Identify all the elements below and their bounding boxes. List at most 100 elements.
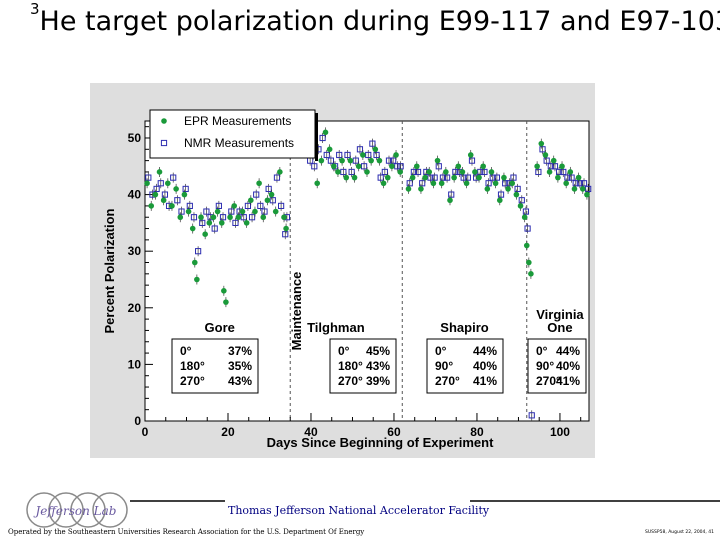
x-tick-label: 40 — [304, 425, 318, 439]
epr-point-6 — [169, 203, 175, 209]
nmr-point-28 — [265, 185, 272, 193]
axis-ticks: 0 20 40 60 80 100 0 10 20 30 40 50 — [128, 126, 582, 439]
epr-point-15 — [202, 231, 208, 238]
epr-point-89 — [526, 259, 532, 266]
epr-point-94 — [546, 169, 553, 175]
nmr-point-67 — [448, 191, 455, 198]
epr-point-43 — [335, 169, 341, 175]
jefferson-lab-logo: Jefferson Lab — [14, 490, 139, 530]
x-tick-label: 20 — [221, 425, 235, 439]
epr-point-26 — [243, 220, 250, 226]
nmr-point-4 — [161, 191, 169, 198]
nmr-point-14 — [203, 208, 210, 215]
nmr-point-52 — [381, 168, 388, 176]
nmr-point-19 — [228, 208, 235, 215]
epr-point-45 — [343, 174, 350, 181]
epr-point-58 — [397, 169, 403, 175]
epr-point-95 — [550, 157, 557, 164]
data-points — [144, 127, 592, 421]
epr-point-82 — [501, 174, 507, 181]
epr-point-23 — [231, 203, 238, 209]
region-0: Gore 0°180°270° 37%35%43% — [171, 320, 259, 394]
epr-point-93 — [542, 152, 549, 158]
nmr-point-54 — [390, 157, 397, 164]
nmr-point-27 — [261, 208, 268, 215]
epr-point-20 — [221, 288, 227, 294]
nmr-point-93 — [556, 168, 563, 176]
region-angle: 90° — [435, 359, 453, 373]
region-2: Shapiro 0°90°270° 44%40%41% — [426, 320, 504, 394]
region-box — [426, 338, 504, 394]
epr-point-88 — [523, 242, 530, 249]
epr-point-1 — [148, 203, 155, 209]
footer-divider-left — [130, 500, 225, 502]
nmr-point-70 — [460, 174, 467, 181]
epr-point-76 — [476, 174, 482, 181]
region-angle: 270° — [536, 374, 561, 388]
nmr-point-57 — [406, 180, 413, 187]
epr-point-42 — [331, 163, 337, 170]
epr-point-66 — [434, 157, 441, 164]
epr-point-64 — [426, 169, 433, 175]
legend-nmr-label: NMR Measurements — [184, 136, 294, 150]
region-name: Virginia — [536, 307, 584, 322]
epr-point-48 — [355, 163, 362, 170]
nmr-point-24 — [248, 214, 256, 221]
epr-point-11 — [189, 225, 196, 232]
legend-nmr-marker — [160, 139, 168, 147]
epr-point-85 — [513, 191, 520, 198]
nmr-point-6 — [170, 174, 177, 181]
epr-point-7 — [173, 186, 179, 192]
region-polarization: 37% — [228, 344, 252, 358]
epr-point-71 — [455, 163, 462, 170]
nmr-point-89 — [539, 146, 546, 153]
epr-point-73 — [463, 180, 470, 187]
nmr-point-2 — [153, 185, 160, 193]
region-name: One — [547, 320, 572, 335]
epr-point-65 — [430, 180, 437, 187]
nmr-point-3 — [157, 180, 164, 187]
nmr-point-84 — [518, 197, 525, 204]
nmr-point-7 — [174, 197, 181, 204]
nmr-point-76 — [485, 180, 492, 187]
nmr-point-23 — [244, 202, 252, 210]
epr-point-0 — [144, 180, 150, 187]
epr-point-53 — [376, 157, 383, 164]
epr-point-27 — [248, 197, 254, 204]
nmr-point-68 — [452, 168, 459, 176]
region-box — [171, 338, 259, 394]
region-angle: 0° — [180, 344, 192, 358]
epr-point-4 — [160, 197, 167, 204]
epr-point-98 — [563, 180, 569, 187]
nmr-point-72 — [468, 157, 476, 164]
epr-point-70 — [451, 174, 457, 181]
region-1: Tilghman 0°180°270° 45%43%39% — [307, 320, 397, 394]
maintenance-label: Maintenance — [289, 272, 304, 351]
nmr-point-96 — [568, 174, 575, 181]
epr-point-54 — [380, 180, 387, 187]
epr-point-81 — [496, 197, 503, 204]
epr-point-24 — [235, 214, 242, 221]
epr-point-50 — [364, 169, 370, 175]
epr-point-9 — [181, 191, 188, 198]
epr-point-17 — [210, 214, 217, 221]
nmr-point-64 — [435, 163, 442, 170]
epr-point-60 — [409, 174, 416, 181]
nmr-point-38 — [323, 151, 330, 159]
y-tick-label: 20 — [128, 301, 142, 315]
nmr-point-77 — [489, 174, 496, 181]
region-name: Shapiro — [440, 320, 488, 335]
epr-point-8 — [177, 214, 184, 221]
epr-point-80 — [492, 180, 499, 187]
nmr-point-35 — [311, 163, 318, 170]
epr-point-10 — [185, 208, 192, 215]
epr-point-46 — [347, 157, 354, 164]
region-polarization: 45% — [366, 344, 390, 358]
region-angle: 180° — [180, 359, 205, 373]
region-polarization: 43% — [366, 359, 390, 373]
title-superscript: 3 — [30, 0, 40, 18]
epr-point-30 — [260, 214, 267, 221]
region-name: Gore — [205, 320, 235, 335]
